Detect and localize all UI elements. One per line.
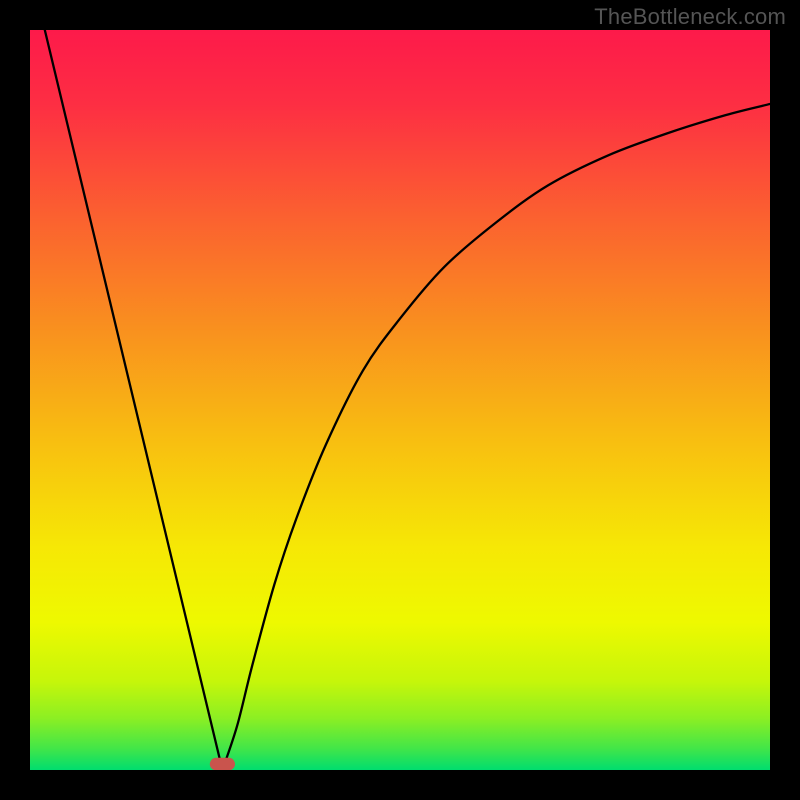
plot-area [30, 30, 770, 770]
optimal-point-marker [210, 758, 235, 770]
gradient-background [30, 30, 770, 770]
chart-container: TheBottleneck.com [0, 0, 800, 800]
chart-svg [30, 30, 770, 770]
watermark-text: TheBottleneck.com [594, 4, 786, 30]
